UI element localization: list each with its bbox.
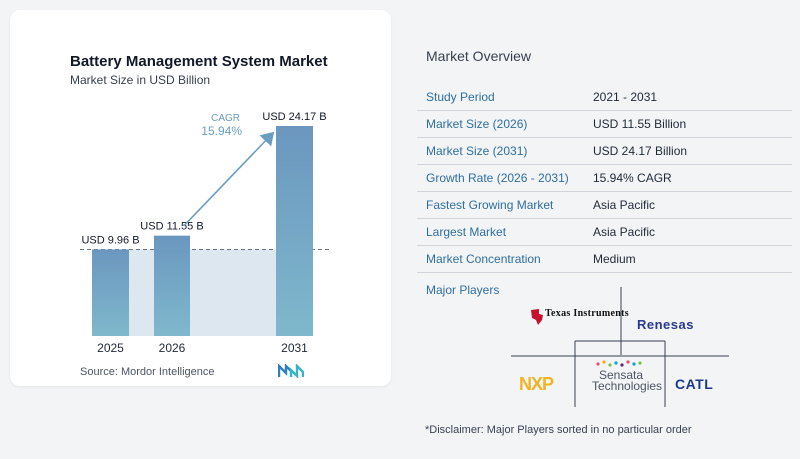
x-tick-label: 2031 (281, 341, 308, 355)
mordor-logo-icon (278, 364, 304, 378)
overview-row-value: 15.94% CAGR (593, 171, 672, 185)
chart-title: Battery Management System Market (70, 53, 328, 70)
catl-logo: CATL (675, 376, 714, 392)
cagr-value: 15.94% (201, 124, 242, 138)
source-note: Source: Mordor Intelligence (80, 366, 215, 378)
sensata-dots-icon (596, 360, 642, 367)
sensata-logo: Sensata Technologies (592, 368, 663, 393)
bar-2025 (92, 249, 129, 336)
market-overview-panel: Market Overview Study Period 2021 - 2031 M… (411, 0, 800, 459)
overview-row-value: Medium (593, 252, 636, 266)
nxp-logo: NXP (519, 374, 554, 394)
players-grid (511, 287, 729, 407)
overview-row-value: USD 11.55 Billion (593, 117, 687, 131)
overview-row-value: Asia Pacific (593, 225, 656, 239)
x-tick-label: 2026 (159, 341, 186, 355)
projection-area (129, 249, 276, 336)
texas-instruments-logo: Texas Instruments (545, 308, 629, 319)
chart-subtitle: Market Size in USD Billion (70, 73, 211, 87)
overview-row-label: Market Size (2026) (426, 117, 528, 131)
bar-2026 (154, 235, 190, 336)
overview-row: Study Period 2021 - 2031 (417, 84, 792, 111)
overview-row-label: Market Size (2031) (426, 144, 528, 158)
overview-row-label: Study Period (426, 90, 495, 104)
overview-row-value: USD 24.17 Billion (593, 144, 688, 158)
overview-table: Study Period 2021 - 2031 Market Size (2026… (417, 84, 792, 273)
texas-instruments-icon (531, 309, 543, 325)
x-tick-label: 2025 (97, 341, 124, 355)
disclaimer: *Disclaimer: Major Players sorted in no … (425, 424, 692, 436)
overview-row-value: 2021 - 2031 (593, 90, 658, 104)
overview-row: Largest Market Asia Pacific (417, 219, 792, 246)
bar-2031 (276, 126, 313, 336)
overview-row: Market Size (2026) USD 11.55 Billion (417, 111, 792, 138)
overview-title: Market Overview (426, 48, 532, 64)
overview-row: Market Concentration Medium (417, 246, 792, 273)
cagr-arrow (183, 131, 275, 227)
bar-chart: USD 9.96 B 2025 USD 11.55 B 2026 USD 24.17 B… (80, 111, 330, 355)
overview-row-label: Market Concentration (426, 252, 541, 266)
overview-row: Growth Rate (2026 - 2031) 15.94% CAGR (417, 165, 792, 192)
players-title: Major Players (426, 283, 500, 297)
overview-row: Market Size (2031) USD 24.17 Billion (417, 138, 792, 165)
renesas-logo: Renesas (637, 317, 694, 332)
data-label: USD 24.17 B (262, 111, 326, 123)
data-label: USD 11.55 B (140, 221, 203, 233)
cagr-label: CAGR (211, 113, 240, 124)
overview-row-value: Asia Pacific (593, 198, 656, 212)
data-label: USD 9.96 B (81, 234, 139, 246)
overview-row-label: Fastest Growing Market (426, 198, 554, 212)
overview-row-label: Largest Market (426, 225, 507, 239)
overview-row-label: Growth Rate (2026 - 2031) (426, 171, 569, 185)
overview-row: Fastest Growing Market Asia Pacific (417, 192, 792, 219)
